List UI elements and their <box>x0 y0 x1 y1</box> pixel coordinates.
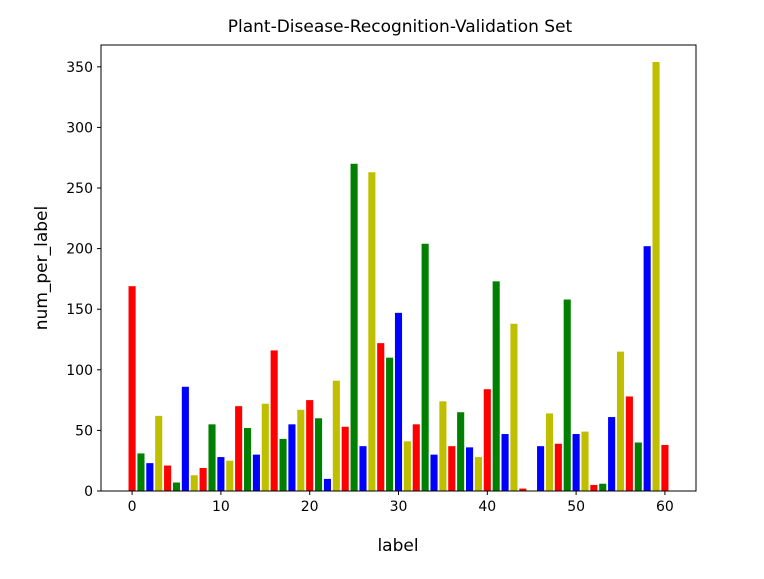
bar-label-13 <box>243 427 252 491</box>
bar-label-39 <box>474 457 482 491</box>
bar-label-37 <box>457 412 465 491</box>
bar-label-14 <box>252 454 260 491</box>
bar-label-2 <box>146 463 154 492</box>
bar-label-0 <box>128 286 136 491</box>
bar-label-20 <box>306 400 314 491</box>
bar-label-11 <box>226 460 234 491</box>
y-tick-label: 150 <box>66 302 93 318</box>
bar-label-56 <box>625 396 633 491</box>
y-axis-label: num_per_label <box>32 206 52 330</box>
bar-label-50 <box>572 434 580 491</box>
x-axis: 0 10 20 30 40 50 60 <box>128 491 674 515</box>
bar-label-38 <box>465 447 474 491</box>
bar-label-7 <box>190 475 198 491</box>
x-tick-label: 0 <box>128 499 137 515</box>
chart-title: Plant-Disease-Recognition-Validation Set <box>228 17 573 37</box>
bar-label-53 <box>599 483 607 491</box>
bar-label-54 <box>608 417 616 491</box>
bar-label-60 <box>661 444 669 491</box>
y-tick-label: 300 <box>66 120 93 136</box>
bar-label-46 <box>537 446 545 491</box>
y-axis: 0 50 100 150 200 250 300 350 <box>66 60 101 500</box>
bar-label-41 <box>492 281 500 491</box>
x-tick-label: 50 <box>567 499 585 515</box>
bar-label-51 <box>581 431 589 491</box>
bar-label-57 <box>634 442 642 491</box>
bar-label-36 <box>448 446 456 491</box>
bar-label-59 <box>652 61 660 491</box>
bar-label-43 <box>510 323 518 491</box>
bar-label-33 <box>421 243 429 491</box>
y-tick-label: 250 <box>66 181 93 197</box>
bar-label-58 <box>643 246 651 491</box>
y-tick-label: 200 <box>66 242 93 258</box>
bar-label-29 <box>386 357 394 491</box>
bar-label-22 <box>323 478 331 491</box>
bar-label-52 <box>590 484 598 491</box>
bar-label-40 <box>483 389 491 491</box>
bar-label-27 <box>368 172 376 491</box>
bar-label-1 <box>137 453 145 491</box>
bar-label-30 <box>394 312 403 491</box>
bar-label-42 <box>501 434 509 491</box>
bar-label-4 <box>164 465 172 491</box>
bar-label-47 <box>545 413 554 491</box>
y-tick-label: 100 <box>66 363 93 379</box>
bar-label-28 <box>377 343 385 491</box>
x-axis-label: label <box>377 536 418 556</box>
bar-label-44 <box>519 488 527 491</box>
x-tick-label: 20 <box>301 499 319 515</box>
bar-label-8 <box>199 467 207 491</box>
bar-label-26 <box>359 446 367 491</box>
bar-label-48 <box>554 443 562 491</box>
x-tick-label: 60 <box>656 499 674 515</box>
bar-label-32 <box>412 424 420 491</box>
bar-label-23 <box>332 380 340 491</box>
x-tick-label: 40 <box>478 499 496 515</box>
bar-label-6 <box>181 386 189 491</box>
bar-label-55 <box>616 351 625 492</box>
y-tick-label: 350 <box>66 60 93 76</box>
x-tick-label: 30 <box>390 499 408 515</box>
bar-label-21 <box>315 418 323 491</box>
bar-label-15 <box>261 403 269 491</box>
bar-label-49 <box>563 299 571 491</box>
bar-label-3 <box>155 415 163 491</box>
y-tick-label: 0 <box>84 484 93 500</box>
bar-label-16 <box>270 350 278 491</box>
x-tick-label: 10 <box>212 499 230 515</box>
bar-label-10 <box>217 457 225 491</box>
bar-label-5 <box>172 482 181 491</box>
bar-label-9 <box>208 424 216 491</box>
bar-label-34 <box>430 454 438 491</box>
bar-label-17 <box>279 438 287 491</box>
bar-label-31 <box>403 441 411 491</box>
bar-label-35 <box>439 401 447 491</box>
bar-label-18 <box>288 424 296 491</box>
bar-label-12 <box>235 406 243 491</box>
y-tick-label: 50 <box>75 423 93 439</box>
bars-group <box>128 61 669 492</box>
bar-label-24 <box>341 426 349 491</box>
bar-label-19 <box>297 409 305 491</box>
bar-label-25 <box>350 163 358 491</box>
